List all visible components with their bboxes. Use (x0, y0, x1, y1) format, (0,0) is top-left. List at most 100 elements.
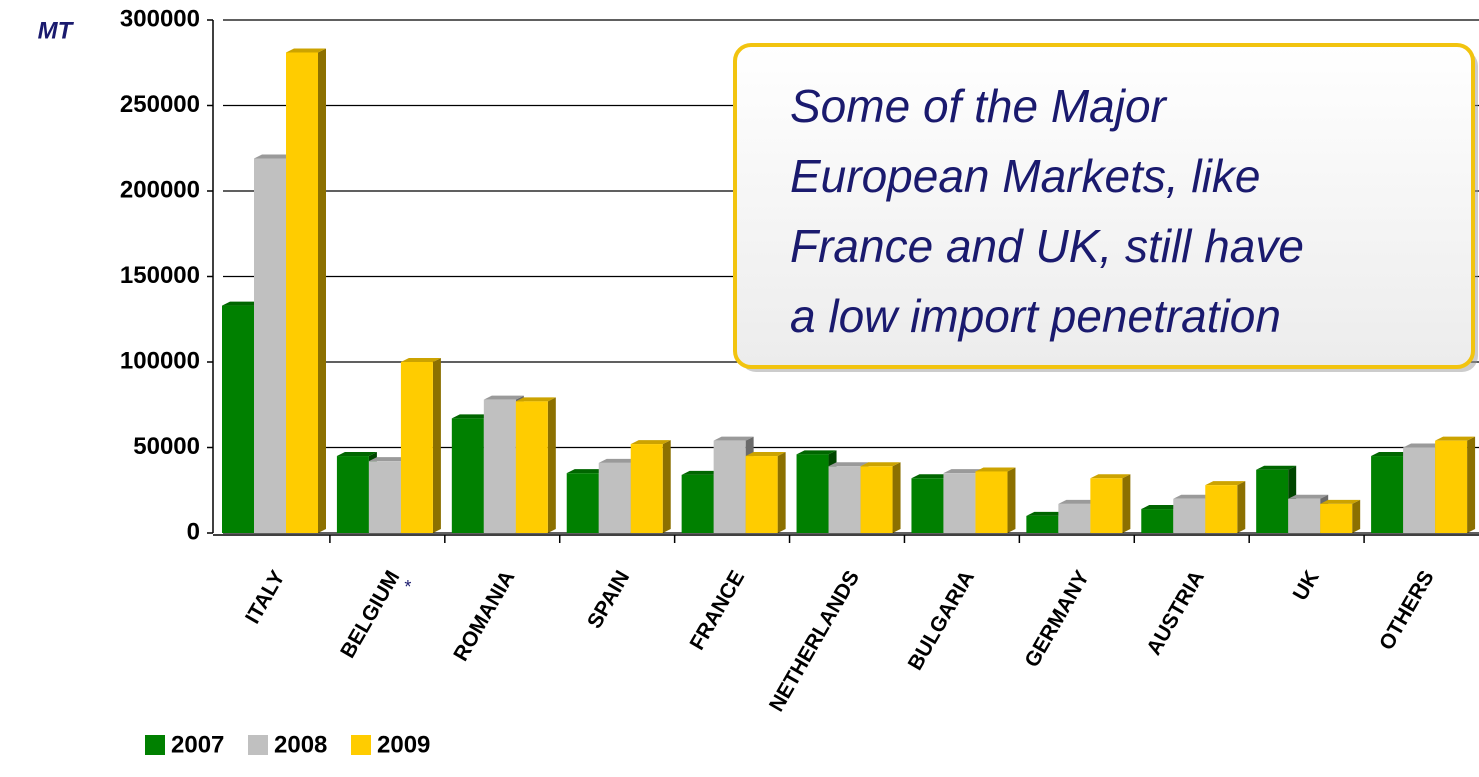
bar-top (1320, 499, 1361, 504)
y-tick-label: 50000 (133, 433, 200, 460)
bar-front (566, 473, 599, 533)
x-tick-label: BELGIUM (336, 567, 404, 662)
bar-top (911, 474, 952, 479)
bar-front (713, 440, 746, 533)
bar-front (1090, 478, 1123, 533)
x-tick-label: FRANCE (686, 567, 750, 654)
bar-top (745, 452, 786, 457)
y-tick-label: 100000 (120, 347, 200, 374)
bar-front (1435, 440, 1468, 533)
bar-top (1288, 494, 1329, 499)
bar-side (892, 462, 901, 533)
bar-side (1122, 474, 1131, 533)
bar-front (222, 305, 254, 533)
y-axis-label: MT (38, 17, 75, 44)
y-tick-label: 250000 (120, 91, 200, 118)
x-tick-label: ITALY (241, 567, 290, 628)
bar-top (796, 450, 837, 455)
bar-front (943, 473, 976, 533)
bar-front (911, 478, 944, 533)
bar-front (1141, 509, 1174, 533)
bar-top (368, 457, 409, 462)
bar-top (1173, 494, 1214, 499)
bar-front (483, 399, 516, 533)
bar-top (222, 301, 262, 306)
annotation-line: Some of the Major (790, 80, 1168, 132)
legend-swatch (145, 735, 165, 755)
bar-side (432, 358, 441, 533)
bar-front (254, 158, 286, 533)
bar-top (1141, 505, 1182, 510)
bar-front (745, 456, 778, 533)
bar-front (368, 461, 401, 533)
bar-top (713, 436, 754, 441)
bar-front (681, 474, 714, 533)
footnote-mark: * (404, 577, 411, 597)
bar-top (1026, 511, 1067, 516)
bar-front (796, 454, 829, 533)
bar-top (860, 462, 901, 467)
bar-side (318, 48, 326, 534)
bar-front (515, 401, 548, 533)
annotation-box (733, 43, 1475, 369)
y-tick-label: 200000 (120, 176, 200, 203)
annotation-line: France and UK, still have (790, 220, 1304, 272)
bar-top (451, 414, 492, 419)
bar-front (1403, 447, 1436, 533)
bar (1090, 474, 1131, 533)
bar (975, 467, 1016, 533)
legend-label: 2007 (171, 731, 224, 758)
annotation-line: a low import penetration (790, 290, 1281, 342)
y-tick-label: 150000 (120, 262, 200, 289)
bar-side (1352, 499, 1361, 533)
bar-top (254, 154, 294, 159)
bar (1205, 481, 1246, 533)
bar-top (1371, 452, 1412, 457)
bar-front (1058, 503, 1091, 533)
x-tick-label: GERMANY (1020, 567, 1094, 671)
legend-label: 2008 (274, 731, 327, 758)
bar-top (515, 397, 556, 402)
bar (400, 358, 441, 533)
bar-side (547, 397, 556, 533)
x-tick-label: ROMANIA (449, 567, 519, 665)
bar-side (1007, 467, 1016, 533)
bar-top (1435, 436, 1476, 441)
legend-swatch (351, 735, 371, 755)
x-tick-label: OTHERS (1375, 567, 1439, 654)
bar-side (662, 440, 671, 533)
bar-front (975, 471, 1008, 533)
x-tick-label: AUSTRIA (1142, 567, 1209, 659)
bar-front (828, 466, 861, 533)
bar-top (286, 48, 326, 53)
bar (1435, 436, 1476, 533)
annotation-line: European Markets, like (790, 150, 1260, 202)
y-tick-label: 300000 (120, 5, 200, 32)
x-tick-label: BULGARIA (904, 567, 979, 674)
bar-front (860, 466, 893, 533)
bar-front (336, 456, 369, 533)
bar-top (483, 395, 524, 400)
annotation: Some of the Major European Markets, like F… (733, 43, 1478, 372)
x-tick-label: NETHERLANDS (765, 567, 864, 716)
bar-front (630, 444, 663, 533)
bar (515, 397, 556, 533)
bar-top (566, 469, 607, 474)
bar-front (1288, 498, 1321, 533)
x-tick-label: SPAIN (583, 567, 634, 633)
bar-front (1371, 456, 1404, 533)
x-tick-label: UK (1289, 567, 1324, 605)
bar-top (1090, 474, 1131, 479)
legend-label: 2009 (377, 731, 430, 758)
bar-top (681, 470, 722, 475)
bar (286, 48, 326, 534)
bar-front (1026, 515, 1059, 533)
bar-top (828, 462, 869, 467)
bar-front (598, 462, 631, 533)
bar-front (1205, 485, 1238, 533)
bar-top (943, 469, 984, 474)
bar-side (1237, 481, 1246, 533)
bar-top (400, 358, 441, 362)
bar (860, 462, 901, 533)
